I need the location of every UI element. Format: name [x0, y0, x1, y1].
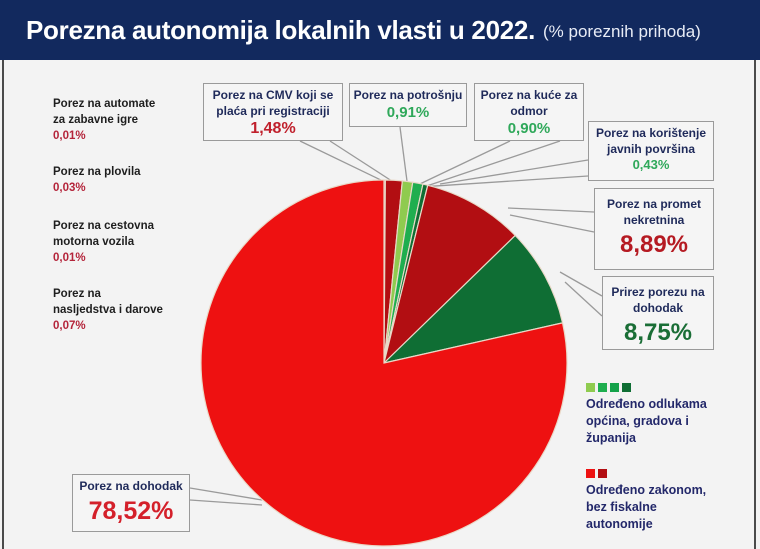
- pie-slices: [200, 179, 568, 547]
- callout-label: Porez na CMV koji se: [212, 88, 334, 102]
- callout-label: Porez na korištenje: [595, 126, 707, 140]
- legend-label: bez fiskalne: [586, 500, 657, 514]
- legend-swatch: [598, 469, 607, 478]
- callout-label: javnih površina: [606, 142, 696, 156]
- callout-value: 8,89%: [619, 231, 689, 258]
- side-item-label: motorna vozila: [53, 236, 135, 248]
- callout-label: Porez na dohodak: [79, 479, 183, 493]
- leader-line: [507, 207, 595, 213]
- legend-item-by-law: Određeno zakonom, bez fiskalne autonomij…: [586, 469, 706, 533]
- side-item-plovila: Porez na plovila 0,03%: [53, 164, 141, 196]
- callout-value: 0,90%: [507, 120, 551, 137]
- side-item-cestovna-vozila: Porez na cestovna motorna vozila 0,01%: [53, 218, 154, 266]
- side-item-label: Porez na cestovna: [53, 220, 154, 232]
- callout-label: Prirez porezu na: [611, 285, 705, 299]
- pie-slice: [200, 179, 568, 547]
- legend-label: općina, gradova i: [586, 414, 689, 428]
- callout-label: odmor: [510, 104, 548, 118]
- side-item-label: Porez na: [53, 288, 101, 300]
- chart-header: Porezna autonomija lokalnih vlasti u 202…: [0, 0, 760, 60]
- leader-line: [424, 175, 589, 188]
- legend-swatch: [598, 383, 607, 392]
- callout-value: 0,91%: [386, 104, 430, 121]
- leader-line: [189, 499, 263, 506]
- leader-line: [424, 140, 561, 188]
- legend-swatches: [586, 383, 707, 392]
- side-item-label: nasljedstva i darove: [53, 304, 163, 316]
- leader-line: [399, 126, 408, 184]
- callout-javne-povrsine: Porez na korištenje javnih površina 0,43…: [588, 121, 714, 181]
- side-item-label: Porez na plovila: [53, 166, 141, 178]
- callout-label: Porez na promet: [606, 197, 702, 211]
- pie-slice: [382, 184, 517, 365]
- callout-value: 0,43%: [632, 157, 670, 172]
- side-item-value: 0,07%: [53, 320, 86, 332]
- callout-value: 1,48%: [250, 120, 296, 137]
- leader-line: [417, 140, 511, 186]
- leader-line: [509, 214, 595, 233]
- callout-label: nekretnina: [623, 213, 685, 227]
- callout-value: 8,75%: [623, 319, 693, 346]
- leader-line: [189, 487, 263, 501]
- legend-label: županija: [586, 431, 637, 445]
- callout-label: dohodak: [633, 301, 683, 315]
- callout-cmv: Porez na CMV koji se plaća pri registrac…: [203, 83, 343, 141]
- side-item-value: 0,01%: [53, 130, 86, 142]
- callout-potrosnja: Porez na potrošnju 0,91%: [349, 83, 467, 127]
- callout-promet-nekretnina: Porez na promet nekretnina 8,89%: [594, 188, 714, 270]
- leader-lines: [189, 126, 603, 506]
- legend-label: autonomije: [586, 517, 653, 531]
- pie-slice: [382, 234, 564, 365]
- leader-line: [299, 140, 386, 183]
- leader-line: [564, 281, 603, 317]
- leader-line: [329, 140, 395, 183]
- legend-swatch: [586, 383, 595, 392]
- callout-label: plaća pri registraciji: [216, 104, 330, 118]
- side-item-nasljedstva: Porez na nasljedstva i darove 0,07%: [53, 286, 163, 334]
- side-item-value: 0,01%: [53, 252, 86, 264]
- callout-label: Porez na kuće za: [480, 88, 578, 102]
- legend-swatch: [610, 383, 619, 392]
- legend-swatches: [586, 469, 706, 478]
- legend-label: Određeno zakonom,: [586, 483, 707, 497]
- callout-value: 78,52%: [88, 497, 174, 525]
- legend-item-local-decisions: Određeno odlukama općina, gradova i župa…: [586, 383, 707, 447]
- side-item-automate: Porez na automate za zabavne igre 0,01%: [53, 96, 155, 144]
- legend-swatch: [622, 383, 631, 392]
- callout-prirez: Prirez porezu na dohodak 8,75%: [602, 276, 714, 350]
- callout-porez-na-dohodak: Porez na dohodak 78,52%: [72, 474, 190, 532]
- callout-kuce-za-odmor: Porez na kuće za odmor 0,90%: [474, 83, 584, 141]
- side-item-label: Porez na automate: [53, 98, 156, 110]
- side-item-label: za zabavne igre: [53, 114, 139, 126]
- legend-label: Određeno odlukama: [586, 397, 707, 411]
- legend-swatch: [586, 469, 595, 478]
- chart-title: Porezna autonomija lokalnih vlasti u 202…: [26, 14, 536, 45]
- callout-label: Porez na potrošnju: [353, 88, 463, 102]
- leader-line: [439, 159, 589, 185]
- chart-subtitle: (% poreznih prihoda): [543, 22, 701, 41]
- leader-line: [559, 271, 603, 297]
- side-item-value: 0,03%: [53, 182, 86, 194]
